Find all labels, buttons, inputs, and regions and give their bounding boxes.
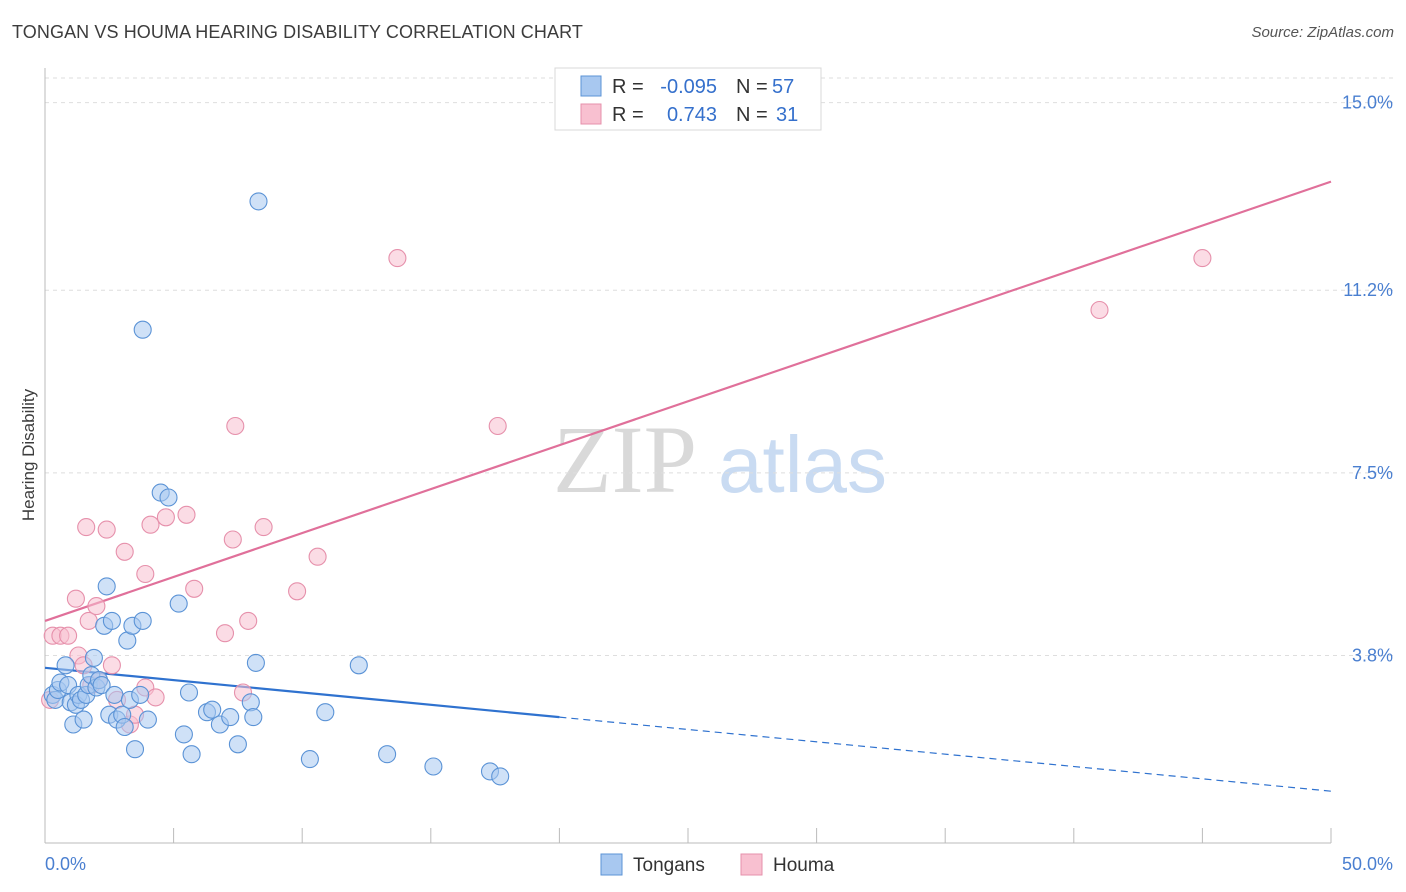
houma-legend-swatch xyxy=(580,103,602,125)
tongans-point xyxy=(182,745,201,764)
houma-point xyxy=(77,518,96,537)
tongans-point xyxy=(138,710,157,729)
x-tick-label: 50.0% xyxy=(1342,854,1393,874)
houma-point xyxy=(254,518,273,537)
houma-point xyxy=(226,416,245,436)
chart-source: Source: ZipAtlas.com xyxy=(1251,24,1394,41)
tongans-point xyxy=(102,611,121,630)
houma-point xyxy=(66,589,85,608)
tongans-point xyxy=(349,656,368,675)
tongans-trend-line xyxy=(44,666,560,719)
tongans-point xyxy=(174,725,193,744)
tongans-point xyxy=(249,192,268,211)
tongans-point xyxy=(169,594,188,613)
tongans-point xyxy=(221,708,240,727)
y-tick-labels: 3.8% 7.5% 11.2% 15.0% xyxy=(1342,93,1393,666)
tongans-point xyxy=(246,653,265,672)
houma-point xyxy=(115,542,134,561)
tongans-point xyxy=(316,703,335,722)
chart-title: TONGAN VS HOUMA HEARING DISABILITY CORRE… xyxy=(12,22,583,42)
y-tick-label: 11.2% xyxy=(1343,280,1393,300)
trend-lines xyxy=(44,180,1332,792)
x-tick-labels: 0.0% 50.0% xyxy=(45,854,1393,874)
houma-point xyxy=(388,249,407,268)
houma-point xyxy=(308,547,327,566)
tongans-point xyxy=(241,693,260,712)
legend-n-value-1: 57 xyxy=(772,76,794,98)
houma-series-label: Houma xyxy=(773,855,835,876)
tongans-point xyxy=(424,757,443,776)
houma-point xyxy=(87,597,106,616)
tongans-point xyxy=(300,750,319,769)
tongans-point xyxy=(84,648,103,667)
legend-r-value-2: 0.743 xyxy=(667,104,717,126)
axes xyxy=(44,68,1332,844)
tongans-trend-extension xyxy=(559,716,1332,792)
series-legend: Tongans Houma xyxy=(600,853,835,876)
data-points xyxy=(41,192,1212,786)
tongans-point xyxy=(115,717,134,737)
tongans-point xyxy=(133,320,152,339)
grid-lines xyxy=(45,77,1395,656)
legend-n-label-2: N = xyxy=(736,104,768,126)
houma-point xyxy=(102,656,121,675)
tongans-point xyxy=(131,685,150,704)
houma-point xyxy=(146,688,165,707)
tongans-point xyxy=(105,685,124,704)
tongans-point xyxy=(179,683,199,702)
tongans-legend-swatch xyxy=(580,75,602,97)
tongans-point xyxy=(491,767,510,786)
tongans-point xyxy=(244,708,263,727)
legend-r-value-1: -0.095 xyxy=(660,76,717,98)
tongans-point xyxy=(378,745,397,764)
legend-r-label-2: R = xyxy=(612,104,644,126)
houma-point xyxy=(185,579,204,598)
stats-legend: R = -0.095 N = 57 R = 0.743 N = 31 xyxy=(554,67,822,131)
houma-point xyxy=(136,564,155,584)
houma-point xyxy=(156,508,175,527)
tongans-point xyxy=(133,611,152,630)
x-tick-label: 0.0% xyxy=(45,854,86,874)
houma-point xyxy=(288,582,307,601)
houma-point xyxy=(1193,249,1212,268)
tongans-point xyxy=(125,740,145,759)
legend-n-value-2: 31 xyxy=(776,104,798,126)
y-tick-label: 3.8% xyxy=(1352,645,1393,665)
legend-n-label-1: N = xyxy=(736,76,768,98)
y-tick-label: 15.0% xyxy=(1342,93,1393,113)
tongans-point xyxy=(74,710,93,729)
tongans-point xyxy=(159,488,178,507)
houma-trend-line xyxy=(44,180,1332,622)
houma-point xyxy=(1090,300,1109,320)
tongans-point xyxy=(56,656,75,675)
y-axis-label: Hearing Disability xyxy=(19,388,38,521)
houma-point xyxy=(488,416,507,436)
houma-point xyxy=(239,611,258,630)
houma-point xyxy=(177,505,196,524)
houma-point xyxy=(223,530,242,549)
houma-point xyxy=(141,515,160,534)
tongans-point xyxy=(92,676,111,695)
houma-point xyxy=(215,624,235,643)
tongans-point xyxy=(203,700,222,719)
houma-point xyxy=(97,520,116,539)
houma-point xyxy=(59,626,78,645)
tongans-series-label: Tongans xyxy=(633,855,705,876)
tongans-point xyxy=(228,735,247,754)
legend-r-label-1: R = xyxy=(612,76,644,98)
tongans-series-swatch xyxy=(600,853,623,876)
y-tick-label: 7.5% xyxy=(1352,463,1393,483)
watermark-atlas: atlas xyxy=(718,420,887,509)
houma-series-swatch xyxy=(740,853,763,876)
tongans-point xyxy=(97,577,116,596)
